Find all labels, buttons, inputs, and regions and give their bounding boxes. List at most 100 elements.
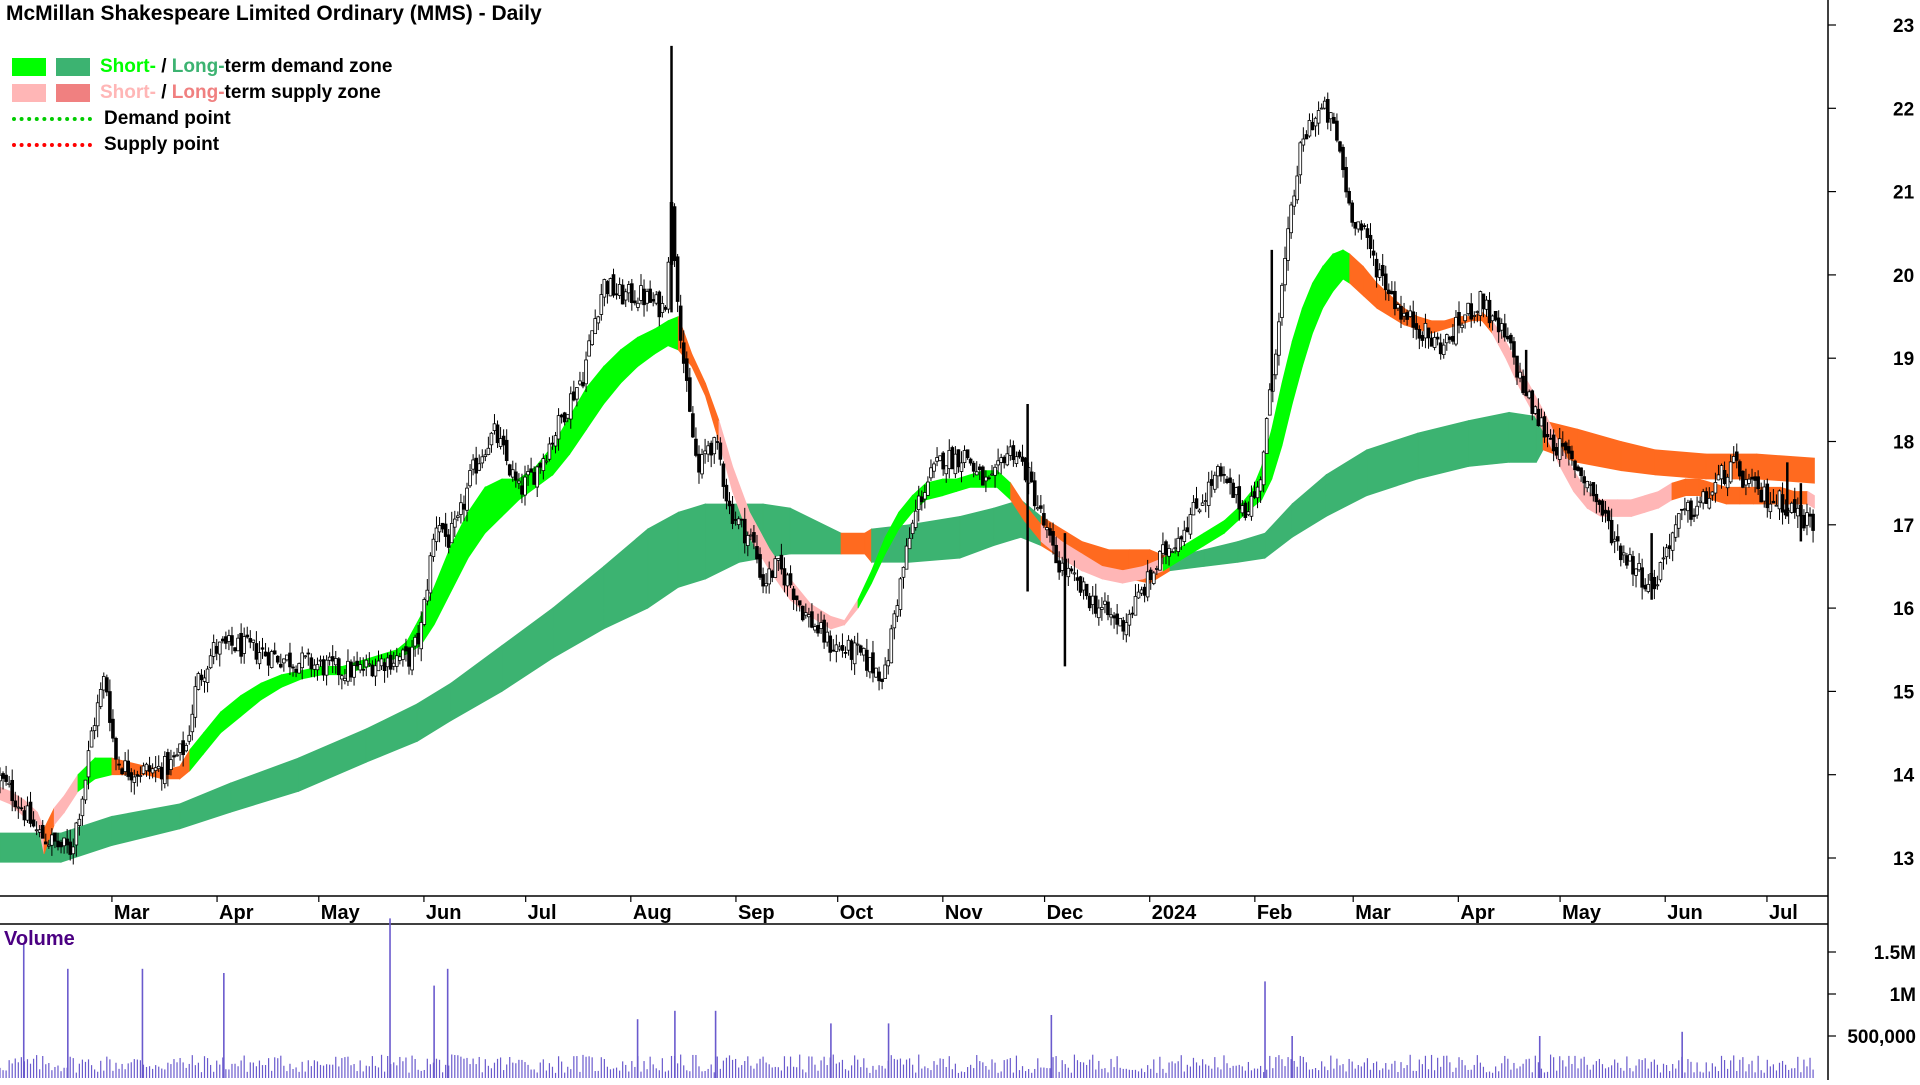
candle-body [1209, 479, 1214, 486]
candle-body [1496, 317, 1501, 333]
price-tick-label: 15 [1893, 682, 1915, 703]
candle-body [1573, 460, 1577, 471]
candle-body [10, 779, 15, 802]
candle-body [739, 518, 744, 521]
candle-body [245, 634, 250, 638]
short-term-zone-segment [1203, 519, 1225, 547]
candle-body [810, 611, 814, 628]
candle-body [1551, 434, 1556, 452]
candle-body [321, 659, 326, 676]
candle-body [297, 663, 301, 674]
short-term-zone-segment [1671, 478, 1686, 501]
candle-body [407, 647, 411, 667]
x-tick-label: May [321, 902, 361, 924]
candle-body [474, 457, 478, 474]
candle-body [501, 435, 506, 446]
short-term-zone-segment [467, 486, 486, 560]
long-term-zone-segment [501, 607, 554, 693]
candle-body [825, 631, 829, 643]
candle-body [645, 291, 649, 304]
candle-body [1035, 507, 1040, 510]
candle-body [1216, 466, 1220, 477]
candle-body [871, 652, 875, 674]
candle-body [1686, 501, 1690, 512]
candle-body [101, 676, 106, 691]
candle-body [462, 503, 466, 510]
long-term-zone-segment [111, 803, 181, 847]
candle-body [1371, 250, 1376, 256]
candle-body [1246, 511, 1251, 516]
candle-body [1249, 495, 1254, 517]
candle-body [361, 668, 366, 671]
candle-body [1448, 336, 1452, 340]
short-term-zone-segment [857, 570, 873, 609]
candle-body [691, 413, 695, 438]
candle-body [1521, 375, 1525, 394]
candle-body [1081, 581, 1086, 591]
short-term-zone-segment [1332, 249, 1344, 293]
candle-body [935, 457, 939, 462]
candle-body [962, 450, 967, 463]
candle-body [1411, 311, 1416, 328]
short-term-zone-segment [705, 383, 720, 442]
candle-body [1502, 323, 1507, 338]
candle-body [1240, 505, 1245, 514]
candle-body [1750, 476, 1754, 480]
candle-body [1133, 596, 1138, 616]
candle-body [343, 677, 347, 682]
short-term-zone-segment [1739, 486, 1754, 505]
candle-body [886, 660, 891, 667]
candle-body [187, 734, 192, 742]
candle-body [1054, 544, 1058, 564]
candle-body [1570, 450, 1574, 460]
legend-demand-point-label: Demand point [104, 108, 231, 129]
candle-body [1628, 554, 1632, 562]
legend-supply-rest: term supply zone [224, 82, 381, 103]
candle-body [1362, 225, 1367, 228]
candle-body [468, 470, 472, 487]
candle-body [205, 668, 210, 683]
candle-body [657, 291, 662, 318]
candle-body [1435, 336, 1440, 340]
short-term-zone-segment [654, 319, 669, 355]
candle-body [721, 463, 726, 487]
candle-body [620, 284, 625, 305]
candle-body [504, 439, 509, 461]
candle-body [1588, 483, 1593, 486]
candle-body [1512, 341, 1516, 358]
legend-supply-sep: / [155, 82, 172, 103]
candle-body [1698, 500, 1702, 503]
short-term-zone-segment [501, 478, 520, 518]
candle-body [1301, 138, 1306, 146]
candle-body [1622, 552, 1626, 556]
candle-body [639, 285, 643, 301]
candle-body [169, 759, 173, 770]
candle-body [86, 750, 91, 778]
candle-body [1194, 498, 1199, 509]
candle-body [916, 495, 921, 511]
candle-body [288, 652, 292, 668]
candle-body [257, 652, 262, 665]
candle-body [941, 452, 945, 470]
candle-body [282, 658, 286, 664]
candle-body [944, 465, 949, 475]
price-tick-label: 20 [1893, 266, 1914, 287]
candle-body [761, 574, 765, 587]
candle-body [138, 775, 143, 777]
candle-body [547, 443, 552, 460]
short-demand-swatch [12, 58, 46, 76]
long-term-zone-segment [1620, 440, 1656, 476]
candle-body [767, 568, 771, 585]
candle-body [1173, 547, 1177, 550]
candle-body [807, 614, 811, 618]
candle-body [819, 622, 823, 629]
price-tick-label: 21 [1893, 183, 1915, 204]
candle-body [1579, 467, 1583, 476]
candle-body [1478, 291, 1483, 316]
candle-body [233, 647, 237, 652]
candle-body [1518, 371, 1522, 379]
candle-body [251, 639, 256, 643]
candle-body [953, 453, 958, 475]
x-tick-label: Jul [1769, 902, 1798, 924]
candle-body [544, 460, 549, 463]
